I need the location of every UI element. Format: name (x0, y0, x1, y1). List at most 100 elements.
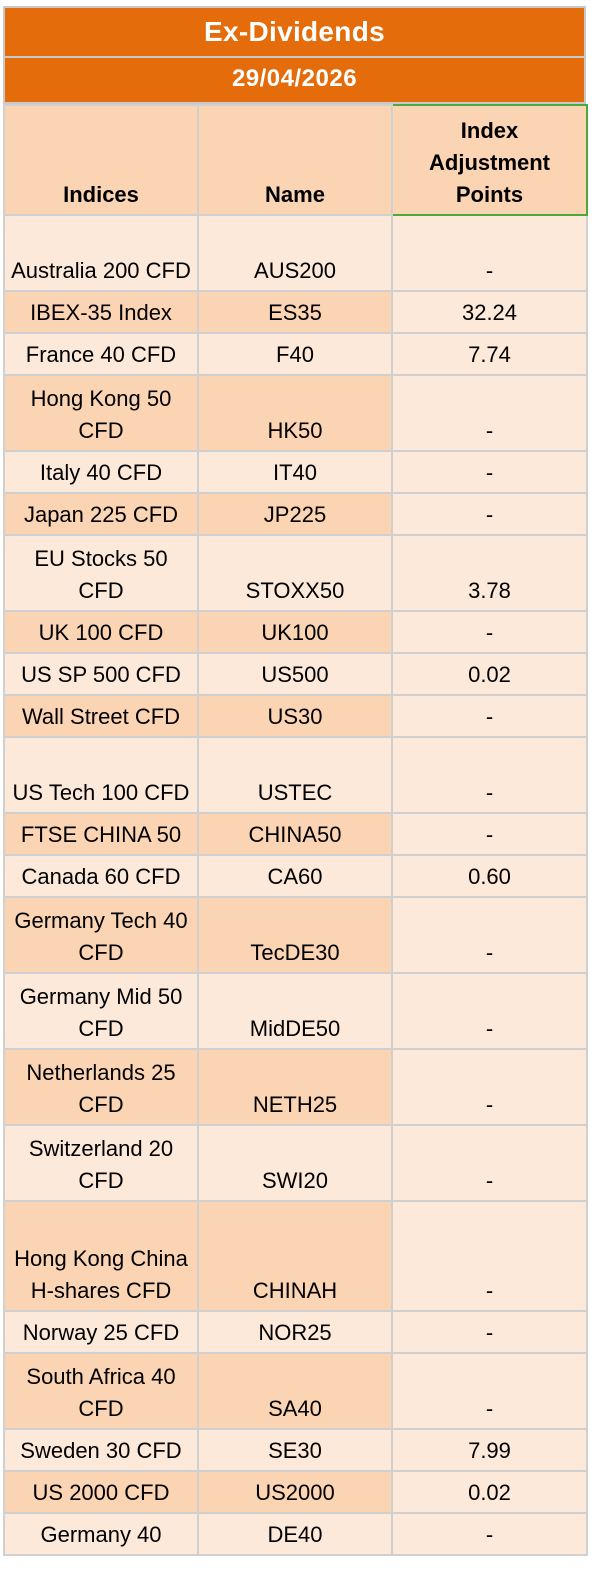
cell-points: - (391, 214, 588, 292)
cell-index: FTSE CHINA 50 (3, 812, 199, 856)
cell-points: 0.02 (391, 652, 588, 696)
cell-index: Switzerland 20 CFD (3, 1124, 199, 1202)
cell-index: Australia 200 CFD (3, 214, 199, 292)
column-header-indices: Indices (3, 104, 199, 216)
cell-name: HK50 (197, 374, 393, 452)
cell-points: - (391, 492, 588, 536)
cell-index: US 2000 CFD (3, 1470, 199, 1514)
table-body: Australia 200 CFD AUS200 - IBEX-35 Index… (3, 214, 588, 1556)
cell-name: JP225 (197, 492, 393, 536)
table-row: Netherlands 25 CFD NETH25 - (3, 1048, 588, 1126)
table-row: South Africa 40 CFD SA40 - (3, 1352, 588, 1430)
cell-index: US SP 500 CFD (3, 652, 199, 696)
cell-index: IBEX-35 Index (3, 290, 199, 334)
table-row: Canada 60 CFD CA60 0.60 (3, 854, 588, 898)
cell-name: F40 (197, 332, 393, 376)
cell-index: EU Stocks 50 CFD (3, 534, 199, 612)
table-row: FTSE CHINA 50 CHINA50 - (3, 812, 588, 856)
cell-index: Italy 40 CFD (3, 450, 199, 494)
table-row: Wall Street CFD US30 - (3, 694, 588, 738)
cell-points: - (391, 450, 588, 494)
cell-name: US500 (197, 652, 393, 696)
table-row: Norway 25 CFD NOR25 - (3, 1310, 588, 1354)
cell-points: - (391, 736, 588, 814)
column-header-adjustment-points: Index Adjustment Points (391, 104, 588, 216)
cell-points: 3.78 (391, 534, 588, 612)
table-row: Germany 40 DE40 - (3, 1512, 588, 1556)
table-row: Japan 225 CFD JP225 - (3, 492, 588, 536)
table-row: Germany Mid 50 CFD MidDE50 - (3, 972, 588, 1050)
cell-index: Germany Tech 40 CFD (3, 896, 199, 974)
cell-name: UK100 (197, 610, 393, 654)
table-row: Australia 200 CFD AUS200 - (3, 214, 588, 292)
table-row: IBEX-35 Index ES35 32.24 (3, 290, 588, 334)
ex-dividends-sheet: Ex-Dividends 29/04/2026 Indices Name Ind… (3, 6, 588, 1556)
cell-points: 7.74 (391, 332, 588, 376)
table-row: Italy 40 CFD IT40 - (3, 450, 588, 494)
cell-index: Germany Mid 50 CFD (3, 972, 199, 1050)
table-row: France 40 CFD F40 7.74 (3, 332, 588, 376)
cell-points: - (391, 1200, 588, 1312)
cell-points: - (391, 610, 588, 654)
cell-name: IT40 (197, 450, 393, 494)
cell-points: - (391, 1512, 588, 1556)
cell-points: - (391, 1352, 588, 1430)
cell-points: - (391, 1124, 588, 1202)
table-row: US 2000 CFD US2000 0.02 (3, 1470, 588, 1514)
table-header-row: Indices Name Index Adjustment Points (3, 104, 588, 216)
cell-index: Norway 25 CFD (3, 1310, 199, 1354)
cell-name: TecDE30 (197, 896, 393, 974)
cell-points: 32.24 (391, 290, 588, 334)
cell-name: CA60 (197, 854, 393, 898)
cell-index: Wall Street CFD (3, 694, 199, 738)
cell-name: SWI20 (197, 1124, 393, 1202)
cell-name: CHINAH (197, 1200, 393, 1312)
cell-index: Hong Kong 50 CFD (3, 374, 199, 452)
cell-name: AUS200 (197, 214, 393, 292)
cell-index: Sweden 30 CFD (3, 1428, 199, 1472)
table-row: Switzerland 20 CFD SWI20 - (3, 1124, 588, 1202)
cell-index: Germany 40 (3, 1512, 199, 1556)
table-row: UK 100 CFD UK100 - (3, 610, 588, 654)
cell-name: NETH25 (197, 1048, 393, 1126)
table-row: US SP 500 CFD US500 0.02 (3, 652, 588, 696)
cell-name: SA40 (197, 1352, 393, 1430)
cell-index: UK 100 CFD (3, 610, 199, 654)
cell-index: South Africa 40 CFD (3, 1352, 199, 1430)
cell-name: US2000 (197, 1470, 393, 1514)
sheet-title: Ex-Dividends (3, 6, 586, 58)
cell-points: 7.99 (391, 1428, 588, 1472)
cell-index: US Tech 100 CFD (3, 736, 199, 814)
cell-points: - (391, 972, 588, 1050)
cell-points: - (391, 812, 588, 856)
cell-index: Netherlands 25 CFD (3, 1048, 199, 1126)
table-row: Sweden 30 CFD SE30 7.99 (3, 1428, 588, 1472)
table-row: US Tech 100 CFD USTEC - (3, 736, 588, 814)
cell-points: - (391, 896, 588, 974)
sheet-date: 29/04/2026 (3, 58, 586, 104)
column-header-name: Name (197, 104, 393, 216)
table-row: Germany Tech 40 CFD TecDE30 - (3, 896, 588, 974)
cell-name: MidDE50 (197, 972, 393, 1050)
cell-index: Canada 60 CFD (3, 854, 199, 898)
cell-name: US30 (197, 694, 393, 738)
ex-dividends-table: Indices Name Index Adjustment Points Aus… (3, 104, 588, 1556)
cell-points: 0.60 (391, 854, 588, 898)
cell-name: STOXX50 (197, 534, 393, 612)
cell-name: DE40 (197, 1512, 393, 1556)
cell-index: Hong Kong China H-shares CFD (3, 1200, 199, 1312)
table-row: EU Stocks 50 CFD STOXX50 3.78 (3, 534, 588, 612)
cell-points: 0.02 (391, 1470, 588, 1514)
cell-points: - (391, 694, 588, 738)
cell-name: USTEC (197, 736, 393, 814)
table-row: Hong Kong China H-shares CFD CHINAH - (3, 1200, 588, 1312)
table-row: Hong Kong 50 CFD HK50 - (3, 374, 588, 452)
cell-index: Japan 225 CFD (3, 492, 199, 536)
cell-name: CHINA50 (197, 812, 393, 856)
cell-name: NOR25 (197, 1310, 393, 1354)
cell-name: SE30 (197, 1428, 393, 1472)
cell-name: ES35 (197, 290, 393, 334)
cell-points: - (391, 1048, 588, 1126)
cell-points: - (391, 374, 588, 452)
cell-points: - (391, 1310, 588, 1354)
